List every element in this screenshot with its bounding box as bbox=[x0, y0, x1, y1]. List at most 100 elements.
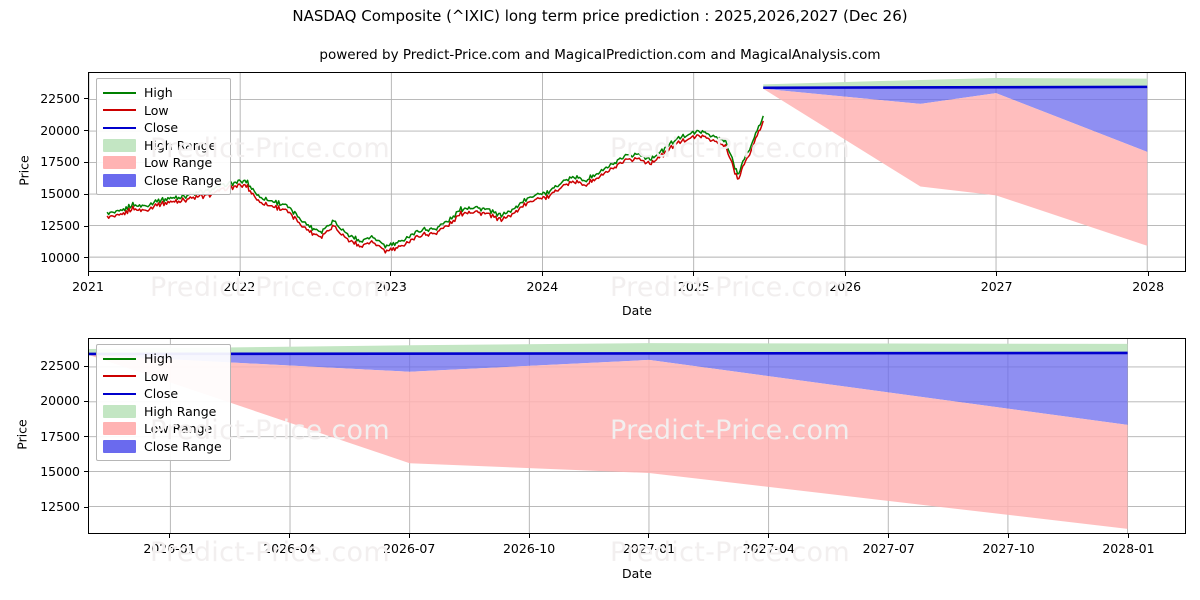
bottom-legend-label: Low bbox=[144, 368, 169, 384]
bottom-legend-row-close-range: Close Range bbox=[103, 438, 222, 456]
top-legend-label: High Range bbox=[144, 137, 217, 153]
bottom-x-tick-label: 2026-10 bbox=[502, 541, 556, 556]
top-legend-row-high-range: High Range bbox=[103, 137, 222, 155]
top-y-tick-label: 10000 bbox=[40, 249, 80, 265]
bottom-x-tick-label: 2026-07 bbox=[383, 541, 436, 556]
top-x-tick-label: 2022 bbox=[223, 279, 256, 294]
bottom-legend-row-high: High bbox=[103, 350, 222, 368]
bottom-x-tick-label: 2027-01 bbox=[622, 541, 676, 556]
top-legend-label: Low bbox=[144, 102, 169, 118]
top-y-tick-label: 15000 bbox=[40, 186, 80, 202]
top-legend-swatch-patch-icon bbox=[103, 138, 136, 152]
top-y-tick-mark bbox=[84, 225, 88, 227]
top-legend-swatch-line-icon bbox=[103, 104, 136, 117]
top-x-tick-label: 2025 bbox=[677, 279, 710, 294]
bottom-legend-label: High bbox=[144, 351, 173, 367]
bottom-x-tick-mark bbox=[408, 534, 410, 538]
top-x-tick-mark bbox=[541, 272, 543, 276]
top-legend-row-close-range: Close Range bbox=[103, 172, 222, 190]
bottom-legend-row-low: Low bbox=[103, 368, 222, 386]
top-legend-row-low-range: Low Range bbox=[103, 154, 222, 172]
bottom-x-tick-label: 2028-01 bbox=[1102, 541, 1155, 556]
top-y-tick-label: 12500 bbox=[40, 218, 80, 234]
top-x-tick-mark bbox=[390, 272, 392, 276]
top-y-tick-mark bbox=[84, 193, 88, 195]
top-x-tick-label: 2023 bbox=[374, 279, 407, 294]
watermark-text: Predict-Price.com bbox=[610, 415, 850, 446]
bottom-legend-label: Low Range bbox=[144, 421, 213, 437]
top-x-tick-mark bbox=[238, 272, 240, 276]
bottom-y-tick-label: 15000 bbox=[40, 463, 80, 479]
bottom-x-tick-label: 2027-07 bbox=[862, 541, 915, 556]
watermark-text: Predict-Price.com bbox=[610, 272, 850, 303]
top-y-tick-label: 22500 bbox=[40, 90, 80, 106]
watermark-text: Predict-Price.com bbox=[610, 537, 850, 568]
high-range-band bbox=[763, 78, 1148, 88]
bottom-x-tick-label: 2027-04 bbox=[742, 541, 795, 556]
top-x-tick-label: 2027 bbox=[980, 279, 1013, 294]
page-title: NASDAQ Composite (^IXIC) long term price… bbox=[292, 7, 908, 25]
top-legend-swatch-line-icon bbox=[103, 86, 136, 99]
bottom-y-tick-mark bbox=[84, 506, 88, 508]
watermark-text: Predict-Price.com bbox=[150, 133, 390, 164]
bottom-x-tick-mark bbox=[528, 534, 530, 538]
bottom-chart-plot bbox=[89, 339, 1185, 533]
top-y-tick-mark bbox=[84, 98, 88, 100]
top-y-tick-mark bbox=[84, 161, 88, 163]
watermark-text: Predict-Price.com bbox=[150, 272, 390, 303]
top-chart-legend: High Low Close High Range Low Range Close Ran… bbox=[96, 78, 231, 195]
top-y-tick-mark bbox=[84, 257, 88, 259]
bottom-x-tick-label: 2027-10 bbox=[982, 541, 1035, 556]
bottom-y-tick-mark bbox=[84, 436, 88, 438]
bottom-legend-label: Close Range bbox=[144, 438, 222, 454]
bottom-x-tick-label: 2026-04 bbox=[263, 541, 316, 556]
top-x-tick-mark bbox=[844, 272, 846, 276]
bottom-legend-label: High Range bbox=[144, 403, 217, 419]
top-x-tick-mark bbox=[693, 272, 695, 276]
bottom-y-tick-mark bbox=[84, 400, 88, 402]
bottom-y-tick-label: 22500 bbox=[40, 358, 80, 374]
top-legend-row-low: Low bbox=[103, 102, 222, 120]
top-legend-row-high: High bbox=[103, 84, 222, 102]
watermark-text: Predict-Price.com bbox=[150, 537, 390, 568]
bottom-x-tick-mark bbox=[288, 534, 290, 538]
bottom-x-tick-mark bbox=[169, 534, 170, 538]
watermark-text: Predict-Price.com bbox=[150, 415, 390, 446]
top-chart-plot bbox=[89, 73, 1185, 271]
close-forecast-line bbox=[763, 85, 1148, 90]
bottom-legend-swatch-patch-icon bbox=[103, 404, 136, 418]
top-y-tick-mark bbox=[84, 130, 88, 132]
bottom-y-tick-label: 20000 bbox=[40, 393, 80, 409]
top-x-tick-mark bbox=[87, 272, 89, 276]
bottom-x-tick-mark bbox=[888, 534, 890, 538]
bottom-x-tick-mark bbox=[1008, 534, 1010, 538]
bottom-y-tick-label: 17500 bbox=[40, 428, 80, 444]
top-y-tick-label: 17500 bbox=[40, 154, 80, 170]
bottom-legend-swatch-line-icon bbox=[103, 387, 136, 400]
bottom-chart-legend: High Low Close High Range Low Range Close Ran… bbox=[96, 344, 231, 461]
bottom-legend-swatch-line-icon bbox=[103, 352, 136, 365]
top-x-tick-label: 2021 bbox=[72, 279, 104, 294]
watermark-text: Predict-Price.com bbox=[610, 133, 850, 164]
top-x-tick-mark bbox=[1147, 272, 1149, 276]
chart-panel-bottom bbox=[88, 338, 1186, 534]
bottom-legend-label: Close bbox=[144, 386, 179, 402]
high-range-band bbox=[89, 343, 1128, 354]
top-x-axis-label: Date bbox=[622, 303, 652, 318]
low-range-band bbox=[89, 355, 1128, 529]
bottom-legend-row-close: Close bbox=[103, 385, 222, 403]
top-legend-swatch-line-icon bbox=[103, 121, 136, 134]
bottom-legend-row-high-range: High Range bbox=[103, 403, 222, 421]
bottom-x-tick-mark bbox=[768, 534, 770, 538]
top-x-tick-label: 2028 bbox=[1132, 279, 1165, 294]
bottom-x-axis-label: Date bbox=[622, 566, 652, 581]
bottom-legend-swatch-patch-icon bbox=[103, 422, 136, 436]
top-legend-label: Close Range bbox=[144, 172, 222, 188]
bottom-legend-row-low-range: Low Range bbox=[103, 420, 222, 438]
page-subtitle: powered by Predict-Price.com and Magical… bbox=[319, 47, 881, 63]
bottom-legend-swatch-line-icon bbox=[103, 370, 136, 383]
bottom-y-tick-mark bbox=[84, 471, 88, 473]
top-legend-row-close: Close bbox=[103, 119, 222, 137]
bottom-x-tick-label: 2026-01 bbox=[143, 541, 196, 556]
